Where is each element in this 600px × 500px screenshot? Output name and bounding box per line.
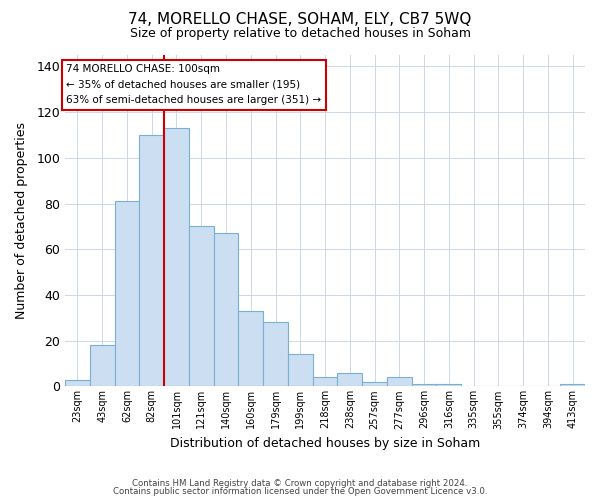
Text: Size of property relative to detached houses in Soham: Size of property relative to detached ho… bbox=[130, 28, 470, 40]
Bar bbox=[90, 346, 115, 387]
Bar bbox=[189, 226, 214, 386]
Bar bbox=[139, 135, 164, 386]
Text: Contains HM Land Registry data © Crown copyright and database right 2024.: Contains HM Land Registry data © Crown c… bbox=[132, 478, 468, 488]
Text: Contains public sector information licensed under the Open Government Licence v3: Contains public sector information licen… bbox=[113, 487, 487, 496]
Bar bbox=[313, 377, 337, 386]
Text: 74 MORELLO CHASE: 100sqm
← 35% of detached houses are smaller (195)
63% of semi-: 74 MORELLO CHASE: 100sqm ← 35% of detach… bbox=[67, 64, 322, 106]
Bar bbox=[362, 382, 387, 386]
Bar bbox=[65, 380, 90, 386]
Bar bbox=[412, 384, 436, 386]
Bar bbox=[164, 128, 189, 386]
Bar bbox=[387, 377, 412, 386]
Y-axis label: Number of detached properties: Number of detached properties bbox=[15, 122, 28, 319]
Bar bbox=[263, 322, 288, 386]
Bar bbox=[115, 202, 139, 386]
X-axis label: Distribution of detached houses by size in Soham: Distribution of detached houses by size … bbox=[170, 437, 480, 450]
Bar bbox=[214, 234, 238, 386]
Bar bbox=[288, 354, 313, 386]
Bar bbox=[238, 311, 263, 386]
Text: 74, MORELLO CHASE, SOHAM, ELY, CB7 5WQ: 74, MORELLO CHASE, SOHAM, ELY, CB7 5WQ bbox=[128, 12, 472, 28]
Bar bbox=[560, 384, 585, 386]
Bar bbox=[337, 372, 362, 386]
Bar bbox=[436, 384, 461, 386]
